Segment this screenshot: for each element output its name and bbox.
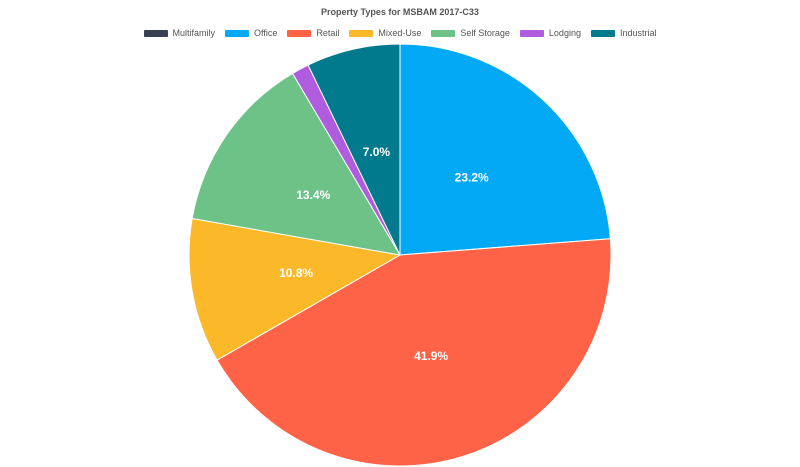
legend-swatch bbox=[349, 29, 374, 37]
legend-label: Self Storage bbox=[460, 28, 510, 38]
chart-title: Property Types for MSBAM 2017-C33 bbox=[321, 7, 479, 17]
pie-slice-industrial[interactable] bbox=[307, 43, 401, 256]
pie-slice-office[interactable] bbox=[399, 43, 611, 256]
legend-label: Multifamily bbox=[172, 28, 216, 38]
pie-slice-mixed-use[interactable] bbox=[188, 217, 402, 361]
legend-item-self-storage[interactable]: Self Storage bbox=[431, 28, 510, 38]
legend-swatch bbox=[519, 29, 544, 37]
legend-label: Lodging bbox=[548, 28, 581, 38]
legend: Multifamily Office Retail Mixed-Use Self Sto… bbox=[0, 28, 800, 38]
pie-slices bbox=[188, 43, 612, 467]
slice-label-mixed-use: 10.8% bbox=[279, 266, 313, 280]
legend-label: Industrial bbox=[619, 28, 657, 38]
pie-slice-retail[interactable] bbox=[216, 238, 612, 467]
legend-swatch bbox=[590, 29, 615, 37]
slice-label-retail: 41.9% bbox=[414, 349, 448, 363]
legend-item-office[interactable]: Office bbox=[225, 28, 277, 38]
pie-labels: 23.2% 41.9% 10.8% 13.4% 7.0% bbox=[279, 145, 489, 363]
legend-swatch bbox=[431, 29, 456, 37]
legend-item-lodging[interactable]: Lodging bbox=[519, 28, 581, 38]
legend-item-industrial[interactable]: Industrial bbox=[590, 28, 657, 38]
legend-item-retail[interactable]: Retail bbox=[287, 28, 339, 38]
legend-label: Retail bbox=[316, 28, 340, 38]
legend-swatch bbox=[225, 29, 250, 37]
legend-item-mixed-use[interactable]: Mixed-Use bbox=[349, 28, 421, 38]
legend-swatch bbox=[287, 29, 312, 37]
slice-label-office: 23.2% bbox=[455, 171, 489, 185]
slice-label-self-storage: 13.4% bbox=[296, 188, 330, 202]
pie-slice-self-storage[interactable] bbox=[191, 72, 401, 256]
legend-label: Office bbox=[254, 28, 278, 38]
legend-label: Mixed-Use bbox=[378, 28, 422, 38]
slice-label-industrial: 7.0% bbox=[363, 145, 391, 159]
legend-swatch bbox=[143, 29, 168, 37]
legend-item-multifamily[interactable]: Multifamily bbox=[143, 28, 216, 38]
